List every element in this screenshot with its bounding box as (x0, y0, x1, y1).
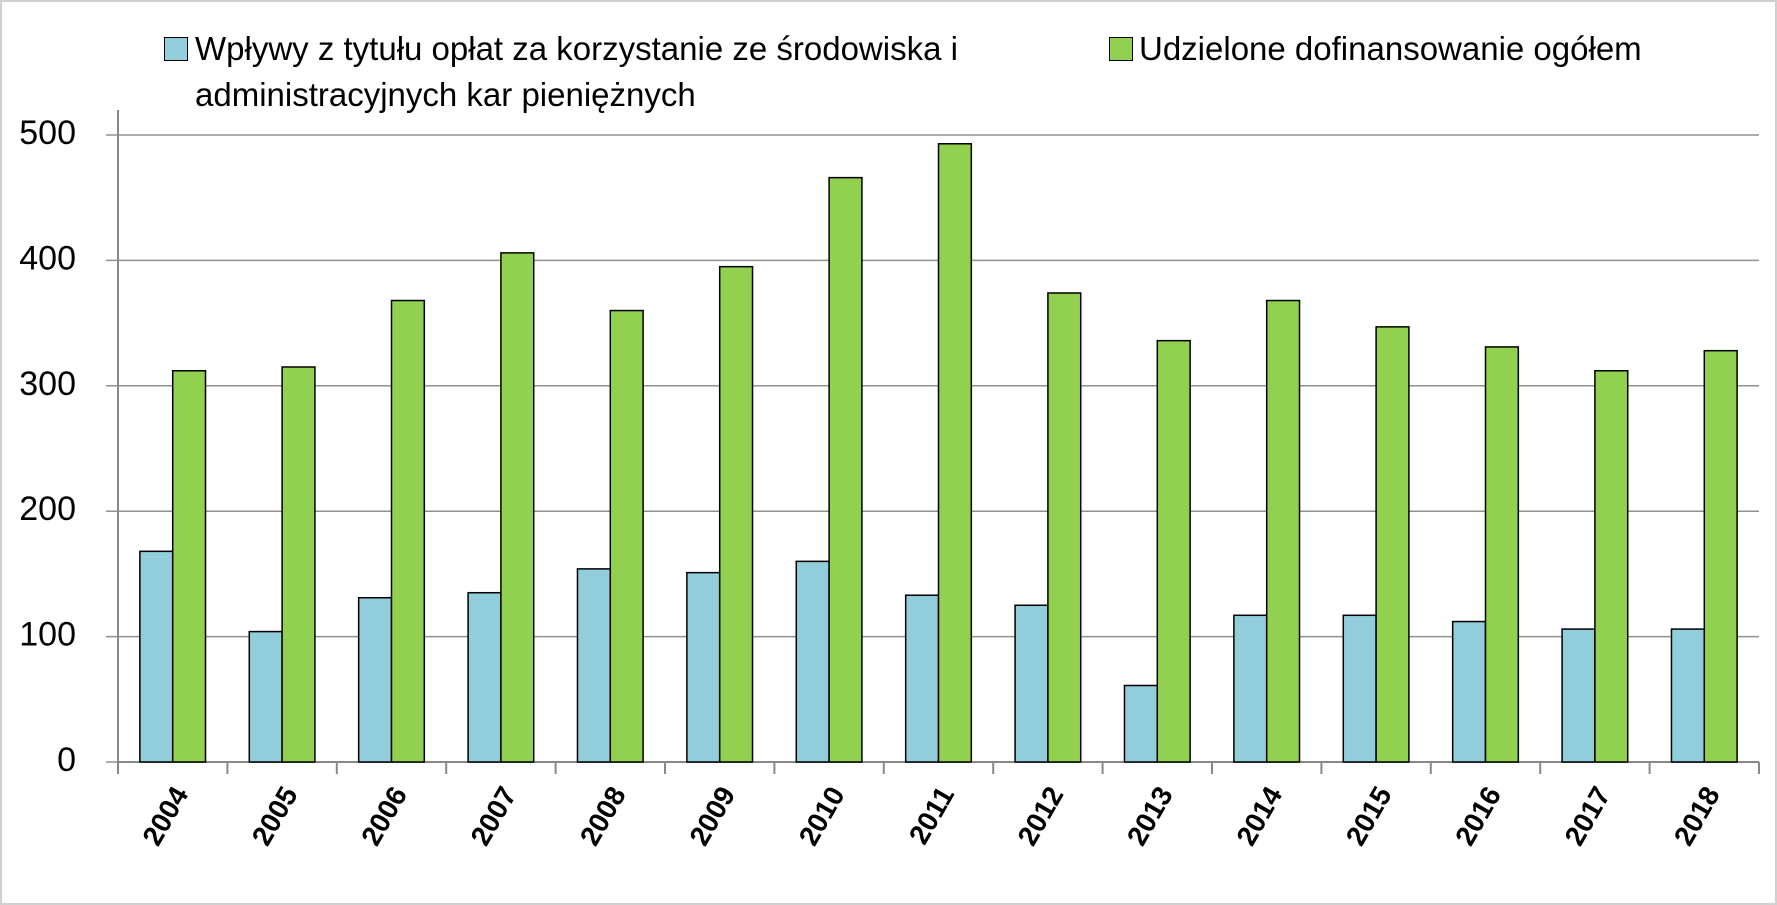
x-tick-label: 2007 (465, 781, 523, 850)
y-tick-label: 400 (19, 239, 76, 277)
y-tick-label: 300 (19, 365, 76, 403)
bar (171, 370, 207, 763)
bar (1561, 628, 1596, 763)
x-tick-label: 2013 (1121, 781, 1179, 850)
bar (686, 571, 721, 763)
x-tick-label: 2010 (793, 781, 851, 850)
bar (357, 596, 393, 763)
bar (609, 309, 644, 763)
legend-swatch (1109, 37, 1133, 61)
bar (1375, 326, 1410, 763)
bar (500, 252, 535, 763)
x-tick-label: 2008 (574, 781, 632, 850)
bar (576, 568, 612, 763)
legend-label: Udzielone dofinansowanie ogółem (1139, 30, 1642, 67)
bar (795, 560, 830, 763)
x-tick-label: 2005 (246, 781, 304, 850)
bar (1670, 628, 1706, 763)
y-tick-label: 0 (57, 741, 76, 779)
x-tick-label: 2011 (903, 781, 960, 849)
bar (390, 299, 426, 763)
bar (1484, 346, 1520, 763)
bar (1594, 370, 1629, 763)
bar (1047, 292, 1082, 763)
x-tick-label: 2004 (136, 781, 194, 851)
bar (904, 594, 940, 763)
bar (1123, 684, 1159, 763)
legend-label: Wpływy z tytułu opłat za korzystanie ze … (195, 30, 958, 113)
x-tick-label: 2009 (683, 781, 741, 850)
y-tick-label: 500 (19, 114, 76, 152)
bar (281, 366, 316, 763)
bar (1342, 614, 1377, 763)
x-tick-label: 2016 (1449, 781, 1507, 850)
bar (139, 550, 174, 763)
bar (248, 630, 283, 763)
x-tick-label: 2014 (1230, 781, 1288, 851)
x-tick-label: 2015 (1340, 781, 1398, 850)
x-tick-label: 2017 (1559, 781, 1617, 850)
bar (1703, 349, 1738, 763)
bar (1014, 604, 1049, 763)
bar (467, 591, 502, 763)
bar (1156, 339, 1191, 763)
x-tick-label: 2018 (1668, 781, 1726, 850)
bar (718, 265, 754, 763)
bar (1451, 620, 1487, 763)
bar (828, 176, 863, 763)
y-tick-label: 200 (19, 490, 76, 528)
bar (1233, 614, 1268, 763)
x-tick-label: 2012 (1012, 781, 1070, 850)
bar (937, 143, 973, 763)
y-tick-label: 100 (19, 616, 76, 654)
bar (1265, 299, 1301, 763)
legend-swatch (164, 37, 188, 61)
x-tick-label: 2006 (355, 781, 413, 850)
